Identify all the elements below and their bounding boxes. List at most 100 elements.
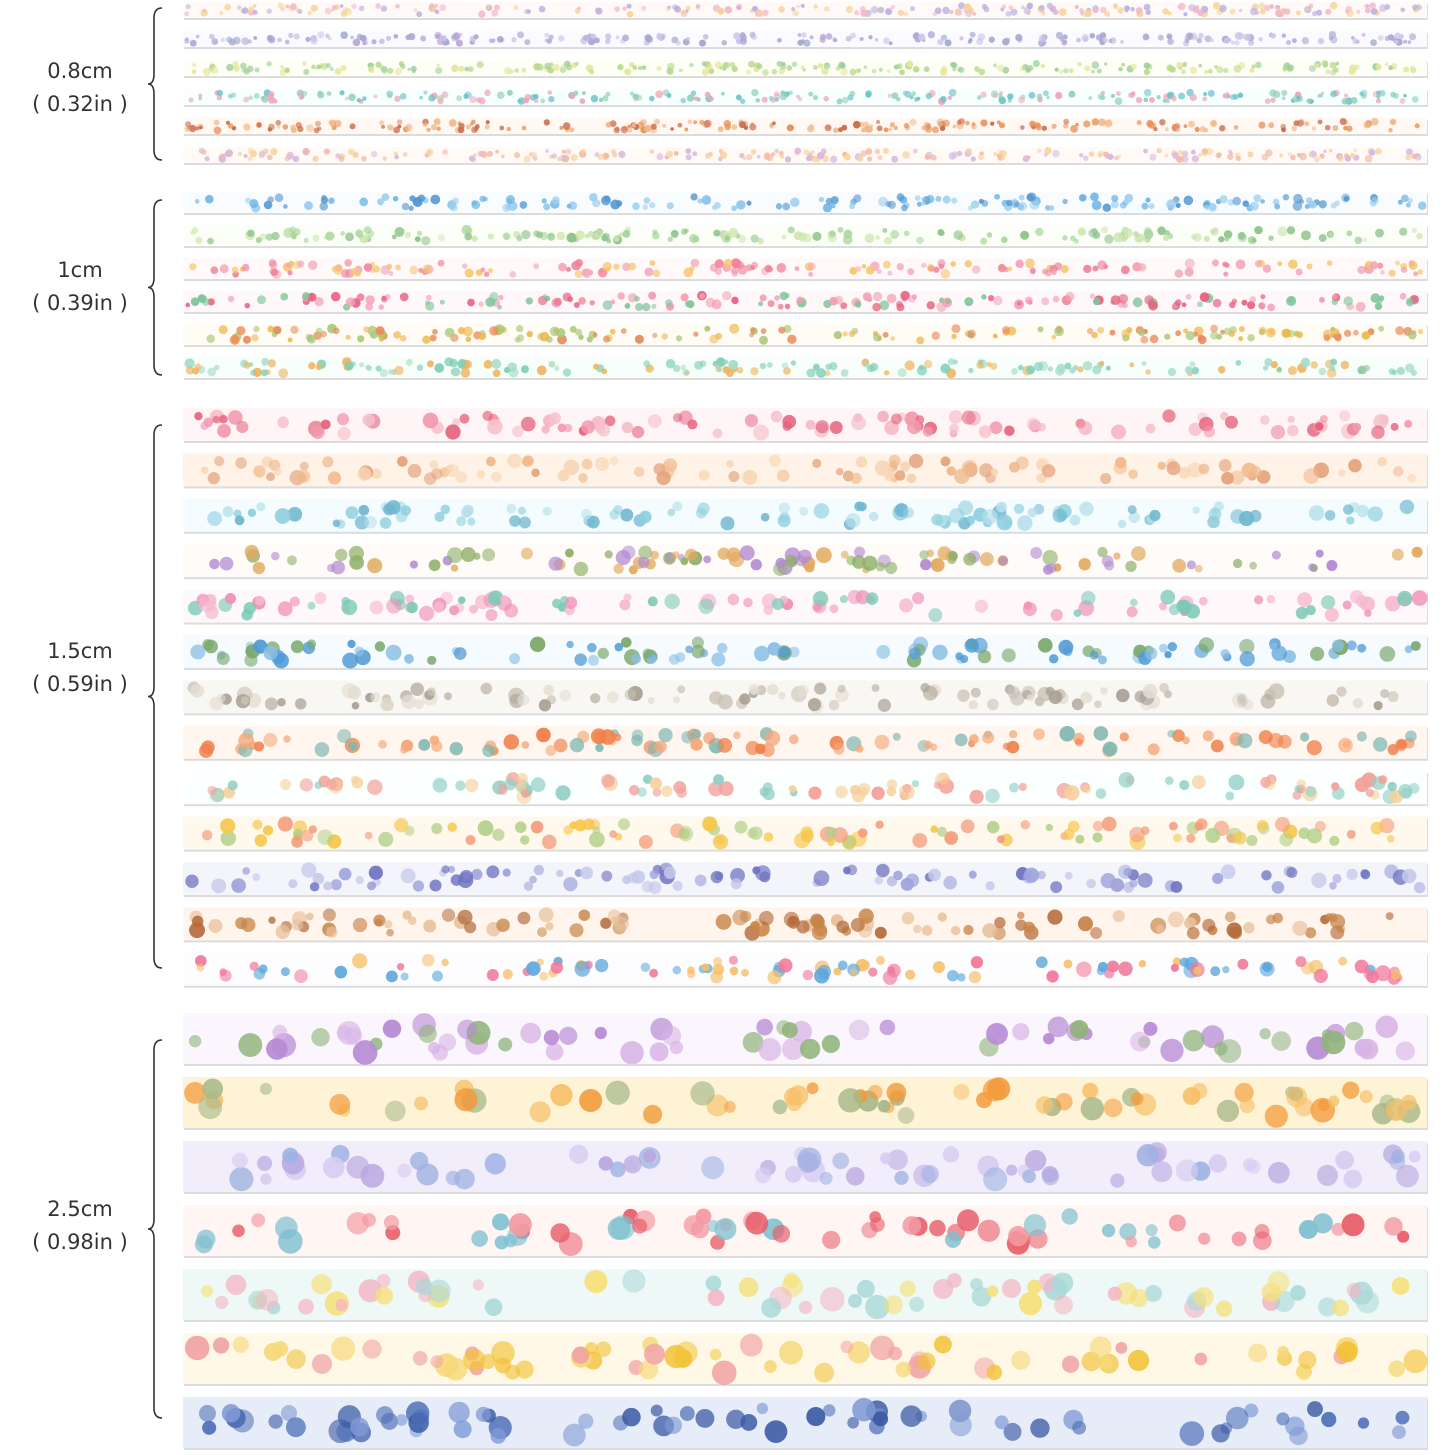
flower [738, 234, 747, 244]
flower [297, 8, 303, 14]
flower [1036, 93, 1043, 100]
flower [1160, 589, 1176, 605]
flower [1158, 602, 1167, 611]
flower [1061, 1208, 1078, 1225]
flower [954, 468, 970, 484]
flower [1260, 776, 1272, 788]
flower [595, 456, 610, 472]
flower [1403, 1349, 1428, 1374]
flower [1308, 200, 1317, 209]
flower [1193, 1287, 1214, 1308]
flower [456, 95, 463, 102]
flower [402, 910, 412, 920]
flower [1109, 329, 1116, 336]
flower [268, 459, 281, 471]
flower [829, 420, 843, 434]
flower [686, 300, 695, 309]
flower [227, 149, 233, 155]
flower [883, 370, 890, 376]
flower [1255, 61, 1262, 69]
flower [542, 506, 552, 516]
brace [147, 199, 163, 376]
flower [1207, 68, 1213, 74]
flower [1112, 909, 1125, 923]
flower [1270, 424, 1286, 440]
flower [938, 263, 945, 270]
flower [1052, 295, 1060, 303]
flower [551, 153, 558, 159]
flower [284, 39, 290, 45]
flower [958, 66, 965, 74]
flower [440, 34, 448, 42]
flower [321, 194, 327, 201]
flower [680, 9, 686, 15]
flower [1129, 879, 1138, 888]
flower [1276, 1412, 1290, 1426]
flower [305, 333, 313, 341]
flower [818, 196, 825, 203]
flower [312, 234, 320, 242]
flower [435, 33, 441, 39]
flower [814, 1362, 835, 1383]
flower [1326, 260, 1333, 266]
flower [613, 505, 623, 515]
flower [896, 193, 905, 202]
flower [286, 151, 294, 160]
flower [835, 785, 848, 799]
flower [759, 294, 767, 302]
flower [581, 458, 593, 470]
flower [1064, 871, 1073, 880]
flower [1179, 780, 1190, 791]
flower [604, 38, 611, 45]
flower [195, 34, 200, 39]
flower [841, 96, 849, 104]
flower [1216, 334, 1223, 340]
flower [1328, 363, 1335, 370]
flower [1224, 262, 1230, 268]
flower [491, 1213, 510, 1231]
flower [407, 916, 417, 926]
flower [345, 334, 351, 340]
flower [502, 203, 511, 213]
flower [1399, 98, 1406, 104]
flower [1319, 296, 1325, 303]
flower [426, 127, 431, 132]
flower [798, 1300, 813, 1315]
flower [617, 292, 625, 300]
tape [183, 1269, 1428, 1322]
flower [433, 118, 441, 126]
flower [1249, 465, 1262, 478]
flower [594, 958, 609, 973]
flower [835, 688, 849, 703]
flower [1385, 912, 1394, 921]
flower [310, 37, 318, 45]
flower [293, 228, 301, 236]
flower [783, 911, 800, 928]
flower [537, 927, 547, 938]
flower [1096, 68, 1102, 74]
flower [249, 369, 257, 376]
flower [722, 366, 731, 374]
flower [420, 35, 427, 42]
flower [1342, 1081, 1360, 1099]
flower [930, 154, 937, 161]
flower [1254, 259, 1263, 268]
flower [1219, 4, 1227, 13]
flower [1346, 230, 1353, 237]
flower [854, 301, 862, 308]
flower [787, 334, 797, 344]
flower [557, 469, 570, 482]
flower [1156, 94, 1161, 100]
flower [323, 148, 331, 155]
flower [192, 63, 197, 67]
flower [845, 5, 853, 14]
flower [235, 457, 247, 469]
flower [1036, 956, 1048, 969]
flower [1077, 61, 1082, 67]
flower [1271, 1031, 1292, 1051]
flower [772, 1099, 788, 1115]
flower [882, 37, 891, 45]
flower [1075, 834, 1085, 844]
flower [739, 545, 755, 561]
tape [183, 1013, 1428, 1066]
